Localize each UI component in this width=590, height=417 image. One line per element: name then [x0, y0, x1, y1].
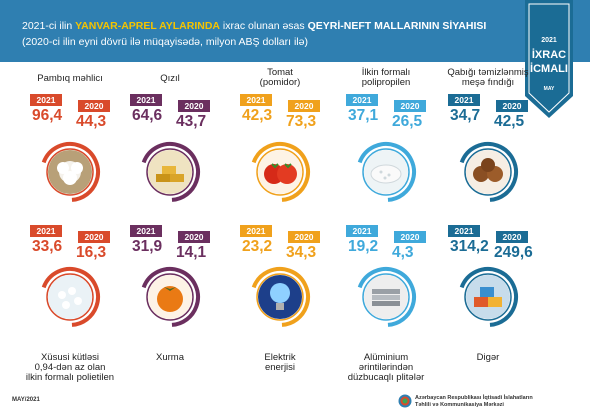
product-ring	[458, 142, 518, 202]
gold-bars-icon	[148, 150, 192, 194]
tag-2020: 2020	[496, 231, 528, 243]
value-2020: 43,7	[176, 113, 207, 130]
tag-2020: 2020	[78, 100, 110, 112]
tag-2021: 2021	[346, 94, 378, 106]
footer-date: MAY/2021	[12, 397, 40, 403]
badge-year: 2021	[541, 37, 557, 44]
title-prefix: 2021-ci ilin	[22, 20, 76, 32]
value-2020: 249,6	[494, 244, 533, 261]
tag-2021: 2021	[240, 225, 272, 237]
product-label: Xüsusi kütləsi 0,94-dən az olan ilkin fo…	[25, 352, 115, 383]
value-2021: 33,6	[32, 238, 63, 255]
value-2020: 26,5	[392, 113, 423, 130]
product-label: Alüminium ərintilərindən düzbucaqlı plit…	[347, 352, 425, 383]
product-card: Alüminium ərintilərindən düzbucaqlı plit…	[338, 225, 434, 395]
footer-org-line1: Azərbaycan Respublikası İqtisadi İslahat…	[415, 395, 533, 401]
title-middle: ixrac olunan əsas	[220, 20, 308, 32]
value-2021: 314,2	[450, 238, 489, 255]
export-review-badge: 2021 İXRAC İCMALI MAY	[525, 0, 573, 118]
tag-2020: 2020	[178, 100, 210, 112]
tag-2021: 2021	[346, 225, 378, 237]
cotton-icon	[48, 150, 92, 194]
aluminium-plates-icon	[364, 275, 408, 319]
product-ring	[250, 142, 310, 202]
tag-2021: 2021	[30, 94, 62, 106]
product-ring	[356, 267, 416, 328]
persimmon-icon	[148, 275, 192, 319]
polypropylene-icon	[364, 150, 408, 194]
product-card: Digər 2021 314,2 2020 249,6	[440, 225, 536, 395]
product-ring	[140, 142, 200, 202]
product-card: Elektrik enerjisi 2021 23,2 2020 34,3	[232, 225, 328, 395]
product-ring	[458, 267, 518, 328]
tag-2020: 2020	[288, 100, 320, 112]
badge-line1: İXRAC	[532, 48, 566, 61]
product-ring	[250, 267, 310, 328]
product-ring	[356, 142, 416, 202]
value-2021: 37,1	[348, 107, 379, 124]
value-2021: 34,7	[450, 107, 481, 124]
hazelnut-icon	[466, 150, 510, 194]
header-banner: 2021-ci ilin YANVAR-APREL AYLARINDA ixra…	[0, 0, 590, 62]
tag-2020: 2020	[394, 231, 426, 243]
tag-2021: 2021	[130, 94, 162, 106]
badge-month: MAY	[544, 86, 555, 92]
product-ring	[40, 142, 100, 202]
footer-organization: Azərbaycan Respublikası İqtisadi İslahat…	[415, 395, 533, 409]
product-label: Elektrik enerjisi	[264, 352, 296, 373]
badge-line2: İCMALI	[530, 62, 568, 75]
value-2020: 42,5	[494, 113, 525, 130]
value-2020: 14,1	[176, 244, 207, 261]
polyethylene-icon	[48, 275, 92, 319]
product-label: Xurma	[156, 352, 184, 363]
tag-2020: 2020	[288, 231, 320, 243]
product-card: Pambıq məhlicı 2021 96,4 2020 44,3	[22, 68, 118, 238]
product-label: Pambıq məhlicı	[37, 73, 103, 84]
tag-2021: 2021	[240, 94, 272, 106]
light-bulb-icon	[258, 275, 302, 319]
value-2020: 44,3	[76, 113, 107, 130]
value-2021: 19,2	[348, 238, 379, 255]
title-bold: QEYRİ-NEFT MALLARININ SİYAHISI	[307, 20, 487, 32]
value-2020: 4,3	[392, 244, 414, 261]
value-2020: 73,3	[286, 113, 317, 130]
tag-2020: 2020	[78, 231, 110, 243]
product-ring	[40, 267, 100, 328]
tag-2020: 2020	[496, 100, 528, 112]
product-card: Qabığı təmizlənmiş meşə fındığı 2021 34,7 2…	[440, 68, 536, 238]
title-highlight: YANVAR-APREL AYLARINDA	[75, 20, 221, 32]
value-2021: 96,4	[32, 107, 63, 124]
product-card: Tomat (pomidor) 2021 42,3 2020 73,3	[232, 68, 328, 238]
product-label: Digər	[476, 352, 500, 363]
coat-of-arms-icon	[398, 394, 412, 408]
tag-2020: 2020	[394, 100, 426, 112]
tag-2020: 2020	[178, 231, 210, 243]
tag-2021: 2021	[448, 94, 480, 106]
tag-2021: 2021	[448, 225, 480, 237]
value-2021: 64,6	[132, 107, 163, 124]
value-2021: 42,3	[242, 107, 273, 124]
product-label: Qabığı təmizlənmiş meşə fındığı	[447, 67, 529, 88]
product-card: İlkin formalı polipropilen 2021 37,1 2020 26…	[338, 68, 434, 238]
product-label: Tomat (pomidor)	[259, 67, 301, 88]
containers-icon	[466, 275, 510, 319]
header-subtitle: (2020-ci ilin eyni dövrü ilə müqayisədə,…	[22, 36, 308, 48]
footer-org-line2: Təhlili və Kommunikasiya Mərkəzi	[415, 402, 504, 408]
tag-2021: 2021	[130, 225, 162, 237]
value-2021: 23,2	[242, 238, 273, 255]
tomato-icon	[258, 150, 302, 194]
tag-2021: 2021	[30, 225, 62, 237]
value-2021: 31,9	[132, 238, 163, 255]
product-card: Xüsusi kütləsi 0,94-dən az olan ilkin fo…	[22, 225, 118, 395]
product-label: İlkin formalı polipropilen	[361, 67, 411, 88]
product-ring	[140, 267, 200, 328]
product-card: Qızıl 2021 64,6 2020 43,7	[122, 68, 218, 238]
header-title: 2021-ci ilin YANVAR-APREL AYLARINDA ixra…	[22, 20, 486, 32]
value-2020: 34,3	[286, 244, 317, 261]
product-card: Xurma 2021 31,9 2020 14,1	[122, 225, 218, 395]
product-label: Qızıl	[160, 73, 180, 84]
value-2020: 16,3	[76, 244, 107, 261]
